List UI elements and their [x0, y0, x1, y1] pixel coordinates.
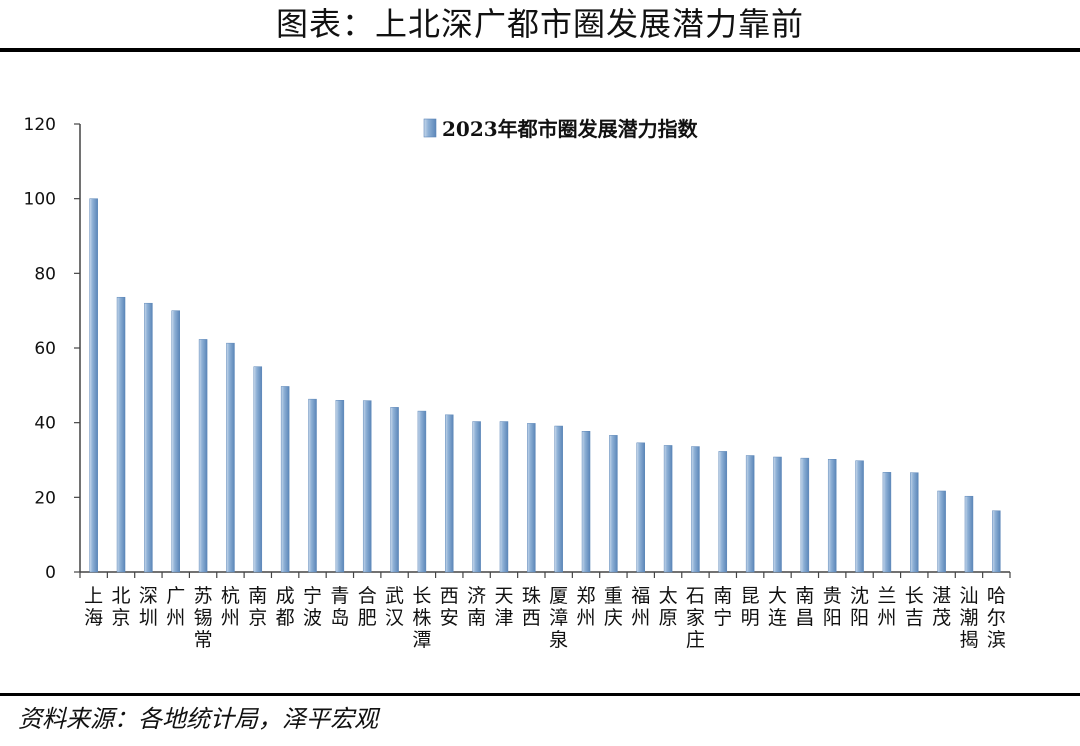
category-label: 济南 [467, 585, 486, 629]
bar-深圳 [144, 302, 153, 573]
bar-重庆 [609, 435, 618, 573]
bar-沈阳 [855, 460, 864, 573]
category-label: 郑州 [577, 585, 596, 629]
y-tick-label: 60 [34, 339, 56, 359]
bar-兰州 [882, 472, 892, 573]
bar-chart: 0 20 40 60 80 100 120 上海北京深圳广州苏锡常杭州南京成都宁波青岛合肥武… [24, 115, 1011, 651]
bar-南昌 [800, 457, 810, 573]
y-tick-label: 20 [34, 488, 56, 508]
chart-legend: 2023年都市圈发展潜力指数 [423, 117, 699, 141]
category-label: 湛茂 [932, 585, 951, 629]
bar-太原 [663, 445, 673, 573]
category-label: 南京 [248, 585, 267, 629]
bar-武汉 [390, 407, 399, 573]
bar-大连 [773, 456, 782, 573]
bar-哈尔滨 [992, 510, 1001, 573]
category-label: 宁波 [303, 585, 322, 629]
category-label: 西安 [440, 585, 459, 629]
bar-汕潮揭 [964, 495, 974, 573]
category-label: 大连 [768, 585, 787, 629]
bar-长吉 [910, 472, 919, 573]
bar-合肥 [362, 400, 372, 573]
category-label: 南宁 [713, 585, 732, 629]
category-label: 苏锡常 [194, 585, 213, 651]
page-title: 图表：上北深广都市圈发展潜力靠前 [275, 5, 804, 43]
category-label: 上海 [84, 585, 103, 629]
category-label: 青岛 [330, 585, 349, 629]
source-note: 资料来源：各地统计局，泽平宏观 [18, 705, 378, 733]
category-label: 哈尔滨 [987, 585, 1006, 651]
category-label: 厦漳泉 [549, 585, 568, 651]
bar-上海 [89, 198, 98, 573]
bar-济南 [472, 421, 481, 573]
bar-苏锡常 [198, 339, 208, 573]
category-label: 汕潮揭 [959, 585, 978, 651]
y-tick-label: 100 [24, 190, 56, 210]
bar-昆明 [745, 455, 755, 573]
bar-天津 [499, 421, 509, 573]
bar-西安 [445, 414, 454, 573]
bar-厦漳泉 [554, 425, 563, 573]
category-label: 杭州 [221, 585, 240, 629]
category-label: 长吉 [905, 585, 924, 629]
category-label: 福州 [631, 585, 650, 629]
bar-珠西 [527, 423, 536, 573]
category-label: 武汉 [385, 585, 404, 629]
y-tick-label: 80 [34, 264, 56, 284]
category-label: 成都 [276, 585, 295, 629]
y-tick-label: 120 [24, 115, 56, 135]
category-label: 太原 [659, 585, 678, 629]
legend-swatch [423, 118, 437, 138]
legend-label: 2023年都市圈发展潜力指数 [442, 117, 699, 141]
bar-青岛 [335, 400, 345, 573]
bar-北京 [116, 296, 126, 573]
category-label: 天津 [494, 585, 513, 629]
bar-宁波 [308, 398, 317, 573]
bar-福州 [636, 442, 645, 573]
bottom-divider [0, 693, 1080, 696]
category-label: 长株潭 [412, 585, 431, 651]
category-label: 贵阳 [823, 585, 842, 629]
category-label: 合肥 [358, 585, 377, 629]
bar-南京 [253, 366, 263, 573]
category-label: 沈阳 [850, 585, 869, 629]
category-label: 北京 [112, 585, 131, 629]
bar-贵阳 [827, 459, 837, 573]
category-label: 重庆 [604, 585, 623, 629]
category-label: 深圳 [139, 585, 158, 629]
category-label: 石家庄 [686, 585, 705, 651]
bar-广州 [171, 310, 180, 573]
bar-南宁 [718, 451, 728, 573]
y-tick-label: 0 [45, 563, 56, 583]
bar-成都 [280, 386, 290, 573]
bar-石家庄 [691, 446, 700, 573]
bar-湛茂 [937, 490, 946, 573]
category-label: 兰州 [877, 585, 896, 629]
y-tick-label: 40 [34, 414, 56, 434]
bar-杭州 [226, 342, 235, 573]
category-label: 南昌 [795, 585, 814, 629]
category-label: 昆明 [741, 585, 760, 629]
category-label: 珠西 [522, 585, 541, 629]
bar-长株潭 [417, 410, 427, 573]
bar-郑州 [581, 431, 591, 573]
category-label: 广州 [166, 585, 185, 629]
top-divider [0, 48, 1080, 52]
